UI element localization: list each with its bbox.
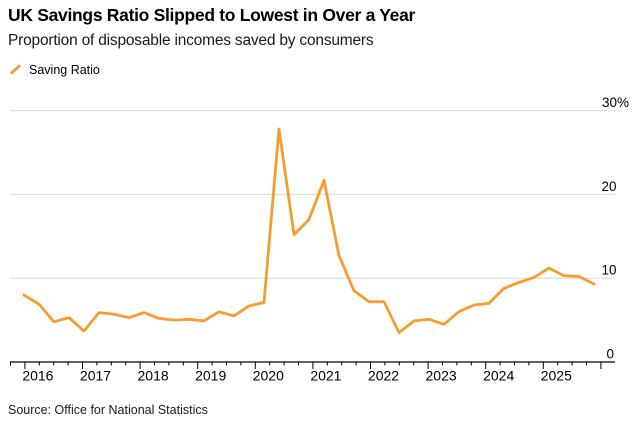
x-tick-label: 2019: [195, 368, 226, 384]
legend-label: Saving Ratio: [29, 63, 100, 77]
legend: Saving Ratio: [8, 62, 100, 78]
x-tick-label: 2023: [426, 368, 457, 384]
y-tick-label: 30%: [602, 95, 629, 110]
y-axis-labels: 30% 20 10 0: [601, 95, 629, 361]
x-tick-label: 2016: [22, 368, 53, 384]
x-tick-label: 2017: [80, 368, 111, 384]
y-tick-label: 0: [606, 347, 614, 362]
x-tick-label: 2021: [310, 368, 341, 384]
x-axis: [10, 361, 615, 369]
page-subtitle: Proportion of disposable incomes saved b…: [8, 32, 374, 49]
x-tick-label: 2022: [368, 368, 399, 384]
x-tick-label: 2020: [253, 368, 284, 384]
saving-ratio-line: [22, 127, 596, 335]
y-tick-label: 20: [601, 179, 616, 194]
x-tick-label: 2018: [138, 368, 169, 384]
x-tick-label: 2025: [541, 368, 572, 384]
gridlines: [10, 110, 615, 279]
source-note: Source: Office for National Statistics: [8, 403, 208, 417]
y-tick-label: 10: [601, 263, 616, 278]
x-tick-label: 2024: [483, 368, 514, 384]
x-axis-labels: 2016 2017 2018 2019 2020 2021 2022 2023 2024 2025: [22, 368, 572, 384]
page-title: UK Savings Ratio Slipped to Lowest in Ov…: [8, 5, 416, 25]
